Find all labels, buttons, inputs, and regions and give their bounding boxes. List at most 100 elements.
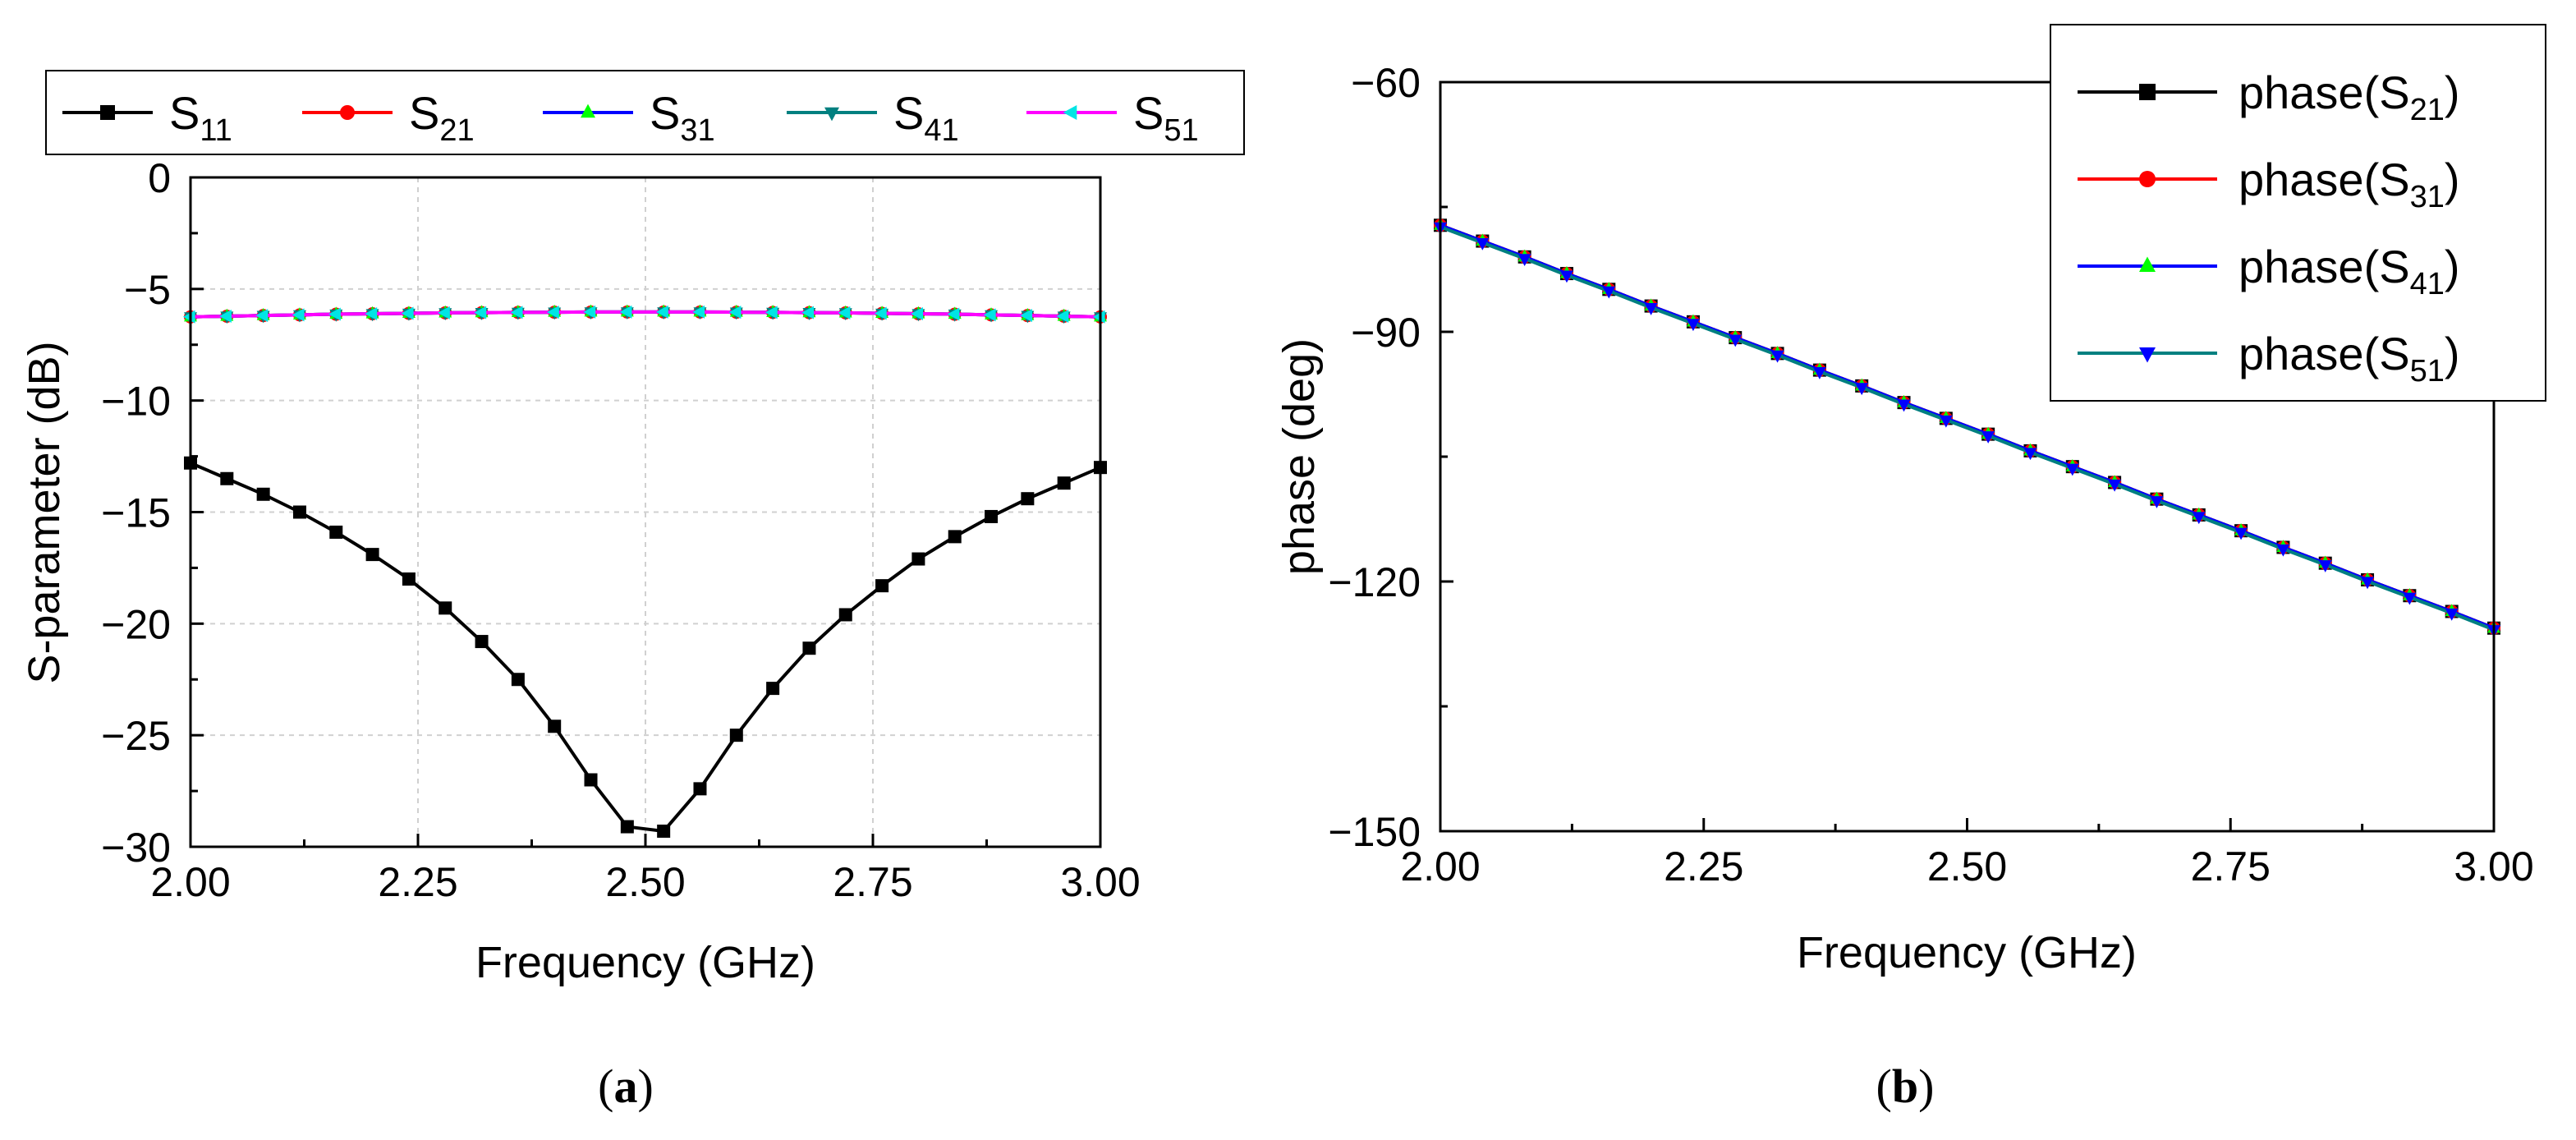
chart-b-x-tick-label: 2.25: [1664, 844, 1743, 889]
chart-a-legend-marker: [100, 105, 115, 120]
chart-a-point-51: [328, 307, 341, 321]
chart-a-x-tick-label: 2.25: [378, 859, 457, 905]
chart-a-legend-marker: [824, 107, 839, 122]
chart-a-point-51: [728, 306, 742, 319]
chart-a-legend-label: S41: [893, 87, 959, 148]
chart-a-line-11: [190, 461, 1101, 834]
chart-a-point-11: [475, 635, 489, 649]
chart-a-point-11: [439, 601, 452, 615]
chart-b-point-51: [2023, 448, 2037, 461]
chart-b-legend-label: phase(S21): [2239, 67, 2460, 127]
chart-a-point-51: [583, 305, 596, 319]
chart-a-legend-item-41: S41: [787, 87, 959, 148]
chart-a-legend-label-sub: 31: [680, 113, 714, 148]
chart-a-legend-label-sub: 41: [924, 113, 958, 148]
chart-b-legend: phase(S21)phase(S31)phase(S41)phase(S51): [2078, 67, 2460, 388]
chart-a-point-11: [620, 820, 634, 834]
chart-a-point-51: [838, 306, 851, 319]
chart-b-point-51: [2276, 544, 2290, 557]
chart-b-point-51: [1686, 319, 1700, 332]
chart-b-y-tick-label: −120: [1328, 559, 1421, 605]
chart-b-x-tick-label: 3.00: [2454, 844, 2533, 889]
chart-a-legend-label: S11: [169, 87, 232, 148]
chart-a-y-label: S-parameter (dB): [20, 341, 69, 683]
chart-a-x-tick-label: 2.75: [833, 859, 912, 905]
chart-b-point-51: [1729, 334, 1743, 347]
chart-a-point-11: [875, 579, 889, 593]
chart-a-grid: [190, 177, 1101, 848]
chart-a-x-axis: 2.00 2.25 2.50 2.75 3.00: [150, 834, 1141, 905]
chart-b-legend-label-sub: 51: [2410, 354, 2445, 388]
chart-a-legend-marker: [340, 105, 355, 120]
chart-b-legend-label-close: ): [2445, 67, 2460, 118]
chart-a-y-tick-label: −10: [101, 379, 171, 425]
chart-a-point-51: [1056, 309, 1069, 323]
chart-a-point-51: [292, 308, 305, 322]
chart-b-point-51: [1644, 303, 1658, 315]
chart-b-legend-label-close: ): [2445, 328, 2460, 379]
chart-b-point-51: [1602, 286, 1616, 299]
chart-b-point-51: [2234, 527, 2248, 540]
chart-a-legend-item-51: S51: [1026, 87, 1199, 148]
chart-a-legend-label-main: S: [1133, 87, 1164, 139]
chart-a-y-tick-label: −30: [101, 825, 171, 871]
chart-a-point-11: [766, 682, 780, 696]
chart-a-legend-label-sub: 21: [439, 113, 474, 148]
chart-a-point-51: [547, 306, 559, 319]
chart-b-legend-label-main: phase(S: [2239, 67, 2410, 118]
chart-b-y-label: phase (deg): [1274, 338, 1324, 575]
chart-a-x-tick-label: 2.50: [605, 859, 685, 905]
chart-b-legend-box: [2050, 24, 2546, 402]
chart-a-point-51: [365, 306, 378, 320]
chart-a-point-11: [402, 572, 416, 586]
chart-a-point-51: [1020, 309, 1032, 323]
chart-a-point-51: [255, 309, 269, 323]
chart-a-legend-item-21: S21: [302, 87, 475, 148]
chart-a-x-tick-label: 3.00: [1060, 859, 1140, 905]
chart-b-legend-marker: [2139, 84, 2156, 100]
chart-a-x-label: Frequency (GHz): [475, 938, 815, 987]
chart-b-y-tick-label: −60: [1351, 60, 1421, 106]
chart-b-x-tick-label: 2.75: [2191, 844, 2271, 889]
panel-label-a: (a): [598, 1060, 654, 1113]
chart-b-point-51: [1981, 431, 1995, 444]
chart-b-legend-label: phase(S51): [2239, 328, 2460, 388]
chart-a-legend-label: S31: [650, 87, 715, 148]
chart-a-y-axis: 0 −5 −10 −15 −20 −25 −30: [101, 155, 204, 871]
chart-a-legend-label-main: S: [650, 87, 680, 139]
chart-a-legend-marker: [1063, 105, 1077, 120]
chart-b-legend-label-close: ): [2445, 241, 2460, 292]
chart-b-point-51: [1770, 350, 1784, 363]
chart-a-legend-item-11: S11: [62, 87, 232, 148]
chart-a-point-11: [729, 729, 743, 742]
chart-b-legend-label-close: ): [2445, 154, 2460, 205]
chart-a-legend-item-31: S31: [543, 87, 715, 148]
chart-b-legend-item-31: phase(S31): [2078, 154, 2460, 214]
chart-a-point-11: [838, 608, 852, 622]
chart-a-legend-label: S51: [1133, 87, 1199, 148]
chart-a-point-11: [292, 505, 306, 519]
chart-b-x-label: Frequency (GHz): [1797, 928, 2137, 977]
chart-a-legend-label: S21: [409, 87, 475, 148]
chart-b-legend-label: phase(S31): [2239, 154, 2460, 214]
chart-a-point-11: [584, 773, 598, 787]
chart-a-series-11: [184, 456, 1107, 838]
chart-b-point-51: [2108, 479, 2122, 492]
chart-a-point-11: [693, 782, 707, 796]
chart-a-point-51: [401, 306, 414, 320]
chart-a-point-11: [802, 641, 816, 655]
chart-a-point-51: [182, 310, 195, 324]
chart-a-point-51: [655, 305, 668, 319]
chart-b-legend-label: phase(S41): [2239, 241, 2460, 301]
chart-a-point-11: [365, 548, 379, 562]
chart-b-y-tick-label: −150: [1328, 809, 1421, 855]
chart-a-point-51: [510, 306, 523, 319]
chart-a-point-11: [1057, 476, 1071, 490]
chart-b: 2.00 2.25 2.50 2.75 3.00 −60 −90 −120 −150 Freq…: [1274, 24, 2546, 1113]
chart-b-legend-label-main: phase(S: [2239, 241, 2410, 292]
chart-a-point-51: [474, 306, 487, 319]
chart-a-point-11: [948, 530, 962, 544]
chart-a-point-51: [874, 306, 887, 320]
chart-a-point-11: [911, 552, 925, 566]
